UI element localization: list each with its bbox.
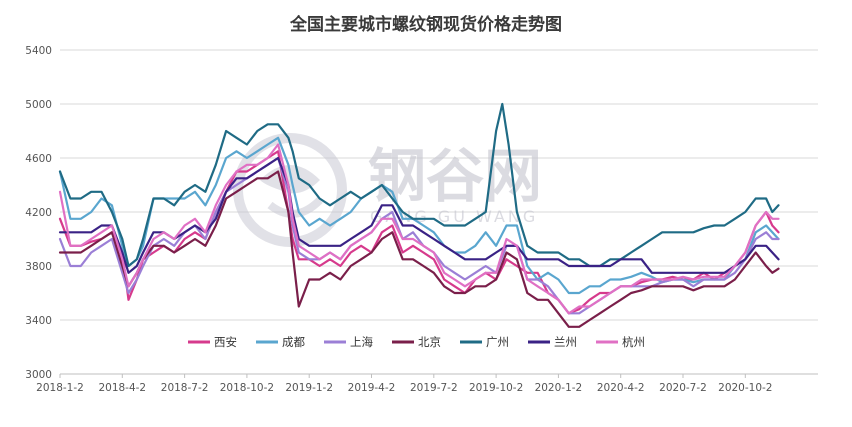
y-tick-label: 4200 (25, 207, 52, 219)
legend-item-成都: 成都 (256, 335, 305, 349)
x-tick-label: 2020-4-2 (597, 382, 645, 394)
legend-item-上海: 上海 (324, 335, 373, 349)
legend-item-北京: 北京 (392, 335, 441, 349)
axes: 3000 3400 3800 4200 4600 5000 5400 2018-1-2 2018… (25, 45, 818, 394)
y-tick-label: 5000 (25, 99, 52, 111)
series-line-广州 (58, 102, 780, 268)
x-tick-label: 2018-7-2 (161, 382, 209, 394)
y-tick-label: 4600 (25, 153, 52, 165)
x-tick-label: 2018-10-2 (220, 382, 274, 394)
watermark-subtext: GANG GU WANG (370, 207, 538, 226)
y-tick-label: 5400 (25, 45, 52, 57)
y-tick-label: 3400 (25, 315, 52, 327)
legend-label: 北京 (418, 335, 441, 349)
legend-label: 西安 (214, 335, 237, 349)
legend-label: 兰州 (554, 335, 577, 349)
y-tick-label: 3000 (25, 369, 52, 381)
x-tick-label: 2020-7-2 (659, 382, 707, 394)
series-line-杭州 (58, 143, 780, 315)
x-tick-label: 2019-7-2 (410, 382, 458, 394)
series-lines (58, 102, 780, 328)
legend-item-西安: 西安 (188, 335, 237, 349)
legend-label: 上海 (350, 335, 373, 349)
legend-item-杭州: 杭州 (596, 335, 645, 349)
x-tick-label: 2019-10-2 (469, 382, 523, 394)
legend-label: 杭州 (622, 335, 645, 349)
series-line-北京 (58, 170, 780, 328)
x-tick-label: 2020-1-2 (535, 382, 583, 394)
x-tick-label: 2018-1-2 (36, 382, 84, 394)
x-tick-label: 2019-1-2 (285, 382, 333, 394)
legend: 西安 成都 上海 北京 广州 兰州 杭州 (188, 335, 645, 349)
legend-item-兰州: 兰州 (528, 335, 577, 349)
x-tick-label: 2019-4-2 (348, 382, 396, 394)
series-line-上海 (58, 156, 780, 315)
y-tick-label: 3800 (25, 261, 52, 273)
chart-title: 全国主要城市螺纹钢现货价格走势图 (289, 14, 562, 35)
x-tick-label: 2018-4-2 (98, 382, 146, 394)
legend-label: 广州 (486, 335, 509, 349)
grid-lines (60, 49, 818, 375)
x-tick-label: 2020-10-2 (718, 382, 772, 394)
legend-label: 成都 (282, 335, 305, 349)
legend-item-广州: 广州 (460, 335, 509, 349)
